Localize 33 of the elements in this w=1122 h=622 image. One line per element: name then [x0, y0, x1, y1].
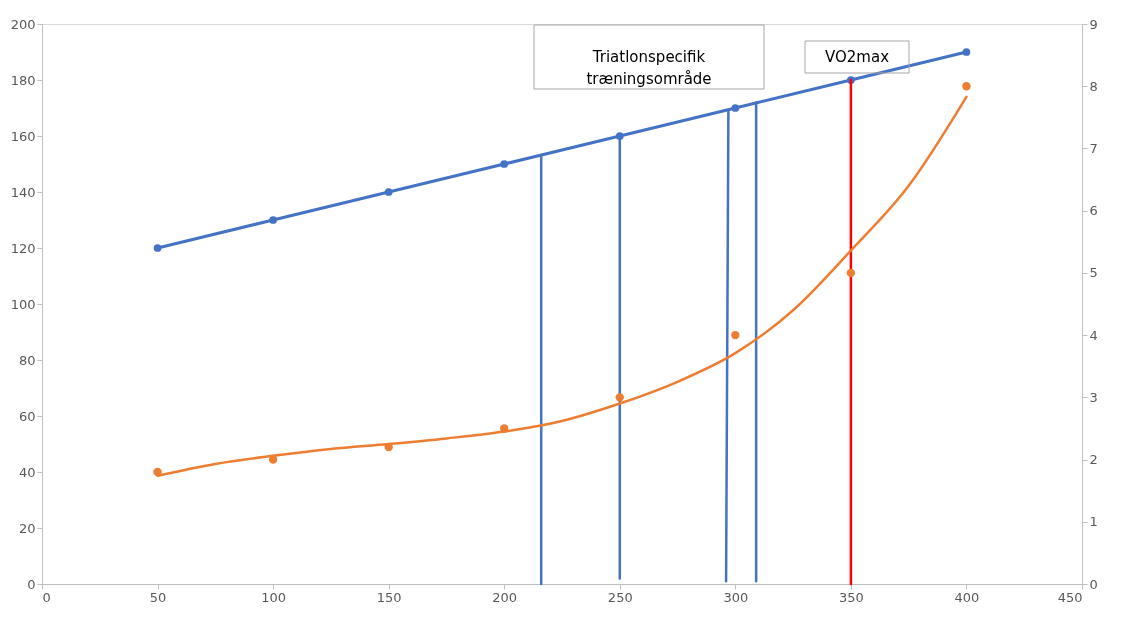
x-tick-label: 250 [607, 589, 633, 605]
y-tick-label: 120 [10, 240, 36, 256]
x-tick-label: 400 [954, 589, 980, 605]
y-tick-label: 160 [10, 128, 36, 144]
y-tick-label: 100 [10, 296, 36, 312]
x-tick-label: 50 [149, 589, 167, 605]
y-tick-label: 40 [18, 464, 36, 480]
y2-tick-label: 7 [1089, 140, 1098, 156]
x-tick-label: 350 [838, 589, 864, 605]
y2-tick-label: 3 [1089, 389, 1098, 405]
annotation: VO2max [824, 48, 890, 66]
y2-tick-label: 8 [1089, 78, 1098, 94]
x-tick-label: 300 [723, 589, 749, 605]
y2-tick-label: 0 [1089, 576, 1098, 592]
y-tick-label: 140 [10, 184, 36, 200]
x-tick-label: 450 [1057, 589, 1083, 605]
y2-tick-label: 4 [1089, 327, 1098, 343]
y-tick-label: 200 [10, 16, 36, 32]
y2-tick-label: 2 [1089, 452, 1098, 468]
x-tick-label: 100 [261, 589, 287, 605]
y-tick-label: 20 [18, 520, 36, 536]
y2-tick-label: 5 [1089, 265, 1098, 281]
y2-tick-label: 9 [1089, 16, 1098, 32]
x-tick-label: 200 [492, 589, 518, 605]
annotation: Triatlonspecifik træningsområde [586, 48, 712, 88]
y-tick-label: 180 [10, 72, 36, 88]
y2-tick-label: 6 [1089, 203, 1098, 219]
y-tick-label: 0 [27, 576, 36, 592]
x-tick-label: 150 [376, 589, 402, 605]
y-tick-label: 80 [18, 352, 36, 368]
y-tick-label: 60 [18, 408, 36, 424]
y2-tick-label: 1 [1089, 514, 1098, 530]
x-tick-label: 0 [42, 589, 51, 605]
